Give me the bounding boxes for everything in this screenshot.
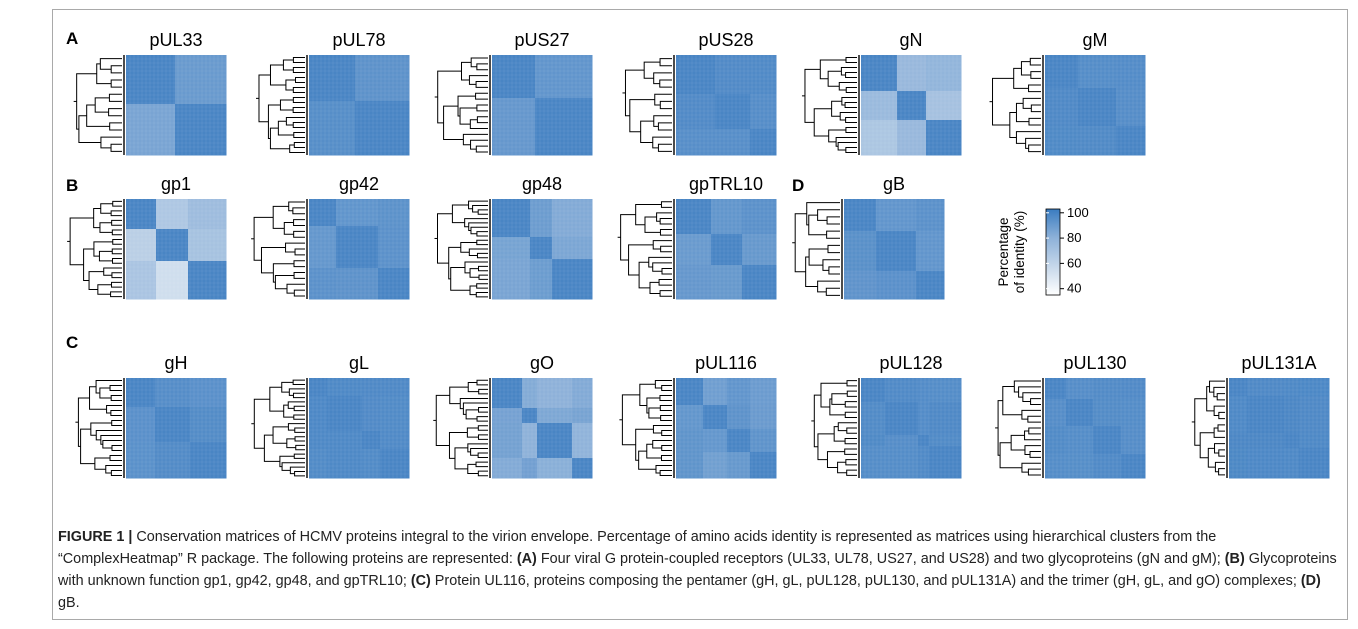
color-scale-bar [1045, 208, 1061, 296]
heatmap-title-pus27: pUS27 [514, 30, 569, 50]
heatmap-pul128 [861, 378, 962, 479]
panel-letter-b: B [66, 176, 78, 195]
dendrogram-pul128 [811, 380, 857, 476]
heatmap-go [492, 378, 593, 479]
caption-label: FIGURE 1 | [58, 529, 133, 545]
dendrogram-gptrl10 [617, 201, 672, 297]
heatmap-pul33 [126, 55, 227, 156]
color-scale-tick-label: 60 [1067, 255, 1081, 270]
dendrogram-gp1 [67, 200, 122, 298]
dendrogram-gm [989, 57, 1041, 153]
heatmap-title-pul78: pUL78 [332, 30, 385, 50]
dendrogram-pul33 [73, 58, 122, 152]
dendrogram-gp48 [434, 200, 488, 298]
caption-panel-ref: (D) [1300, 573, 1321, 589]
heatmap-title-gl: gL [349, 353, 369, 373]
heatmap-pul78 [309, 55, 410, 156]
caption-text: Four viral G protein-coupled receptors (… [536, 551, 1225, 567]
heatmap-gp42 [309, 199, 410, 300]
dendrogram-gl [251, 379, 305, 477]
heatmap-pul130 [1045, 378, 1146, 479]
caption-text: Protein UL116, proteins composing the pe… [430, 573, 1301, 589]
heatmap-gptrl10 [676, 199, 777, 300]
dendrogram-gh [75, 380, 122, 476]
dendrogram-pul131a [1191, 380, 1225, 476]
heatmap-gp1 [126, 199, 227, 300]
heatmap-gl [309, 378, 410, 479]
heatmap-title-pus28: pUS28 [698, 30, 753, 50]
dendrogram-pul78 [255, 57, 305, 153]
dendrogram-gn [801, 57, 857, 153]
caption-text: Conservation matrices of HCMV proteins i… [58, 529, 1217, 567]
dendrogram-pul130 [995, 380, 1041, 476]
heatmap-title-pul131a: pUL131A [1241, 353, 1316, 373]
heatmap-title-pul128: pUL128 [879, 353, 942, 373]
color-scale-tick-label: 40 [1067, 281, 1081, 296]
caption-text: Glycoproteins with unknown function gp1,… [58, 551, 1337, 589]
dendrogram-pus28 [622, 58, 672, 152]
heatmap-title-gp42: gp42 [339, 174, 379, 194]
heatmap-title-gptrl10: gpTRL10 [689, 174, 763, 194]
caption-panel-ref: (A) [516, 551, 537, 567]
heatmap-gn [861, 55, 962, 156]
heatmap-title-gb: gB [883, 174, 905, 194]
heatmap-title-pul130: pUL130 [1063, 353, 1126, 373]
color-scale-tick-label: 80 [1067, 230, 1081, 245]
heatmap-pul131a [1229, 378, 1330, 479]
color-scale-title: Percentageof identity (%) [996, 211, 1027, 294]
figure-caption: FIGURE 1 | Conservation matrices of HCMV… [58, 526, 1343, 614]
heatmap-gm [1045, 55, 1146, 156]
dendrogram-pul116 [619, 380, 672, 476]
heatmap-title-go: gO [530, 353, 554, 373]
heatmap-title-pul116: pUL116 [695, 353, 757, 373]
heatmap-gh [126, 378, 227, 479]
heatmap-title-gn: gN [899, 30, 922, 50]
heatmap-title-gp48: gp48 [522, 174, 562, 194]
panel-letter-d: D [792, 176, 804, 195]
panel-letter-a: A [66, 29, 78, 48]
heatmap-pul116 [676, 378, 777, 479]
caption-panel-ref: (C) [410, 573, 431, 589]
figure-frame [52, 9, 1348, 620]
heatmap-pus27 [492, 55, 593, 156]
heatmap-gp48 [492, 199, 593, 300]
caption-panel-ref: (B) [1224, 551, 1245, 567]
heatmap-title-pul33: pUL33 [149, 30, 202, 50]
heatmap-gb [844, 199, 945, 300]
heatmap-title-gh: gH [164, 353, 187, 373]
dendrogram-gp42 [251, 201, 305, 297]
heatmap-title-gm: gM [1082, 30, 1107, 50]
panel-letter-c: C [66, 333, 78, 352]
heatmap-pus28 [676, 55, 777, 156]
dendrogram-gb [792, 202, 840, 296]
caption-text: gB. [58, 595, 80, 611]
heatmap-title-gp1: gp1 [161, 174, 191, 194]
dendrogram-go [433, 379, 488, 477]
color-scale-tick-label: 100 [1067, 205, 1089, 220]
dendrogram-pus27 [434, 57, 488, 153]
